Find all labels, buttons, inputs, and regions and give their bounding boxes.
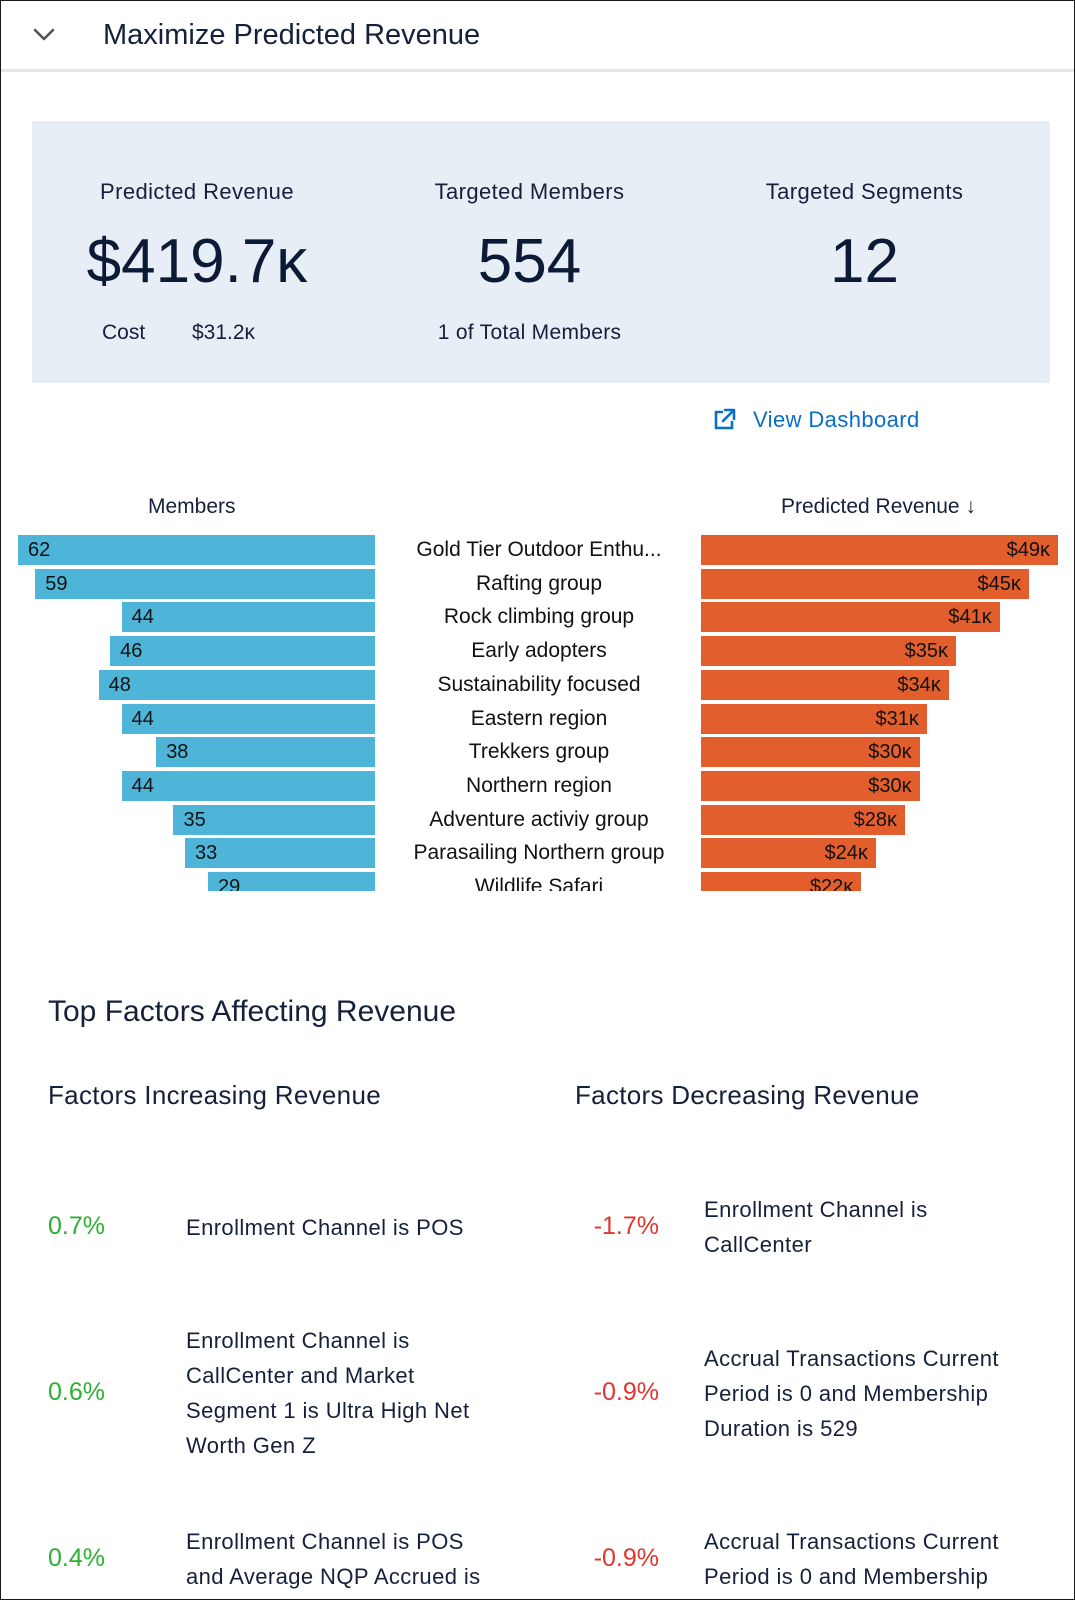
kpi-label: Targeted Segments <box>765 179 964 204</box>
revenue-bar[interactable] <box>701 669 949 700</box>
revenue-bar[interactable] <box>701 636 956 667</box>
revenue-value-label: $45ᴋ <box>977 572 1021 595</box>
revenue-bar[interactable] <box>701 804 905 835</box>
decrease-factor-text: Enrollment Channel is CallCenter <box>704 1197 928 1257</box>
segment-label: Northern region <box>466 773 612 797</box>
members-bar[interactable] <box>184 838 375 869</box>
revenue-value-label: $41ᴋ <box>948 606 992 629</box>
segment-label: Rock climbing group <box>443 605 635 629</box>
segment-label: Adventure activiy group <box>429 807 649 831</box>
external-link-icon <box>714 408 736 430</box>
decrease-percent: -1.7% <box>593 1212 659 1240</box>
cost-label: Cost <box>102 321 146 344</box>
increase-percent: 0.4% <box>48 1544 105 1572</box>
revenue-value-label: $28ᴋ <box>853 808 897 831</box>
segment-label: Sustainability focused <box>437 672 641 696</box>
revenue-value-label: $22ᴋ <box>809 876 854 891</box>
increase-percent: 0.6% <box>48 1378 105 1406</box>
decrease-percent: -0.9% <box>593 1544 659 1572</box>
revenue-bar[interactable] <box>701 838 876 869</box>
segment-label: Parasailing Northern group <box>413 841 665 865</box>
revenue-column-title[interactable]: Predicted Revenue ↓ <box>781 495 976 518</box>
segment-label: Early adopters <box>471 639 607 663</box>
decrease-percent: -0.9% <box>593 1378 659 1406</box>
increasing-factors-heading: Factors Increasing Revenue <box>48 1080 381 1110</box>
members-bar[interactable] <box>18 535 375 565</box>
cost-value: $31.2ᴋ <box>192 321 256 344</box>
revenue-value-label: $49ᴋ <box>1006 539 1050 561</box>
decreasing-factors-heading: Factors Decreasing Revenue <box>575 1080 920 1110</box>
segment-label: Wildlife Safari <box>474 875 604 891</box>
segment-label: Trekkers group <box>468 740 610 764</box>
segment-label: Rafting group <box>475 571 603 595</box>
members-bar[interactable] <box>156 737 375 768</box>
kpi-summary: Predicted Revenue $419.7ᴋ Cost $31.2ᴋ Ta… <box>32 121 1050 383</box>
members-value-label: 35 <box>183 808 206 831</box>
members-column-title: Members <box>148 495 236 518</box>
members-bar[interactable] <box>110 636 375 667</box>
increase-percent: 0.7% <box>48 1212 105 1240</box>
revenue-bar[interactable] <box>701 737 920 768</box>
members-bar[interactable] <box>208 872 375 891</box>
kpi-targeted-members: Targeted Members 554 1 of Total Members <box>362 121 697 383</box>
kpi-subtext: 1 of Total Members <box>437 321 622 344</box>
kpi-targeted-segments: Targeted Segments 12 <box>697 121 1032 383</box>
members-bar[interactable] <box>173 804 375 835</box>
increase-factor-text: Enrollment Channel is CallCenter and Mark… <box>186 1328 470 1458</box>
revenue-value-label: $31ᴋ <box>875 707 919 730</box>
revenue-bar[interactable] <box>701 872 862 891</box>
members-value-label: 46 <box>120 640 143 663</box>
revenue-value-label: $35ᴋ <box>904 640 948 663</box>
factors-title: Top Factors Affecting Revenue <box>48 995 457 1028</box>
members-value-label: 33 <box>194 842 218 865</box>
view-dashboard-link[interactable]: View Dashboard <box>711 405 920 435</box>
kpi-value: 554 <box>477 227 582 296</box>
members-value-label: 44 <box>131 707 154 730</box>
revenue-bar[interactable] <box>701 568 1029 599</box>
revenue-value-label: $34ᴋ <box>897 673 941 696</box>
members-bar[interactable] <box>121 770 375 801</box>
members-value-label: 59 <box>45 572 68 595</box>
members-value-label: 44 <box>131 774 154 797</box>
revenue-bar[interactable] <box>701 535 1058 565</box>
kpi-value: 12 <box>830 227 899 296</box>
kpi-value: $419.7ᴋ <box>86 227 308 296</box>
decrease-factor-text: Accrual Transactions Current Period is 0 … <box>704 1345 999 1441</box>
members-value-label: 48 <box>108 673 131 696</box>
revenue-value-label: $30ᴋ <box>868 774 912 797</box>
members-bar[interactable] <box>35 568 375 599</box>
chevron-down-icon[interactable] <box>31 25 57 45</box>
members-value-label: 62 <box>28 539 51 561</box>
segment-label: Gold Tier Outdoor Enthu... <box>416 538 662 561</box>
members-value-label: 29 <box>218 876 241 891</box>
members-bar[interactable] <box>98 669 375 700</box>
kpi-predicted-revenue: Predicted Revenue $419.7ᴋ Cost $31.2ᴋ <box>32 121 362 383</box>
segment-label: Eastern region <box>470 706 608 730</box>
revenue-bar[interactable] <box>701 602 1000 633</box>
members-bar[interactable] <box>121 703 375 734</box>
kpi-label: Targeted Members <box>434 179 625 204</box>
revenue-bar[interactable] <box>701 770 920 801</box>
panel-header: Maximize Predicted Revenue <box>1 1 1074 72</box>
members-value-label: 38 <box>166 741 189 764</box>
members-bar[interactable] <box>121 602 375 633</box>
page-title: Maximize Predicted Revenue <box>103 19 481 51</box>
segment-chart: 62 Gold Tier Outdoor Enthu... $49ᴋ 59 Raftin… <box>1 535 1074 891</box>
increase-factor-text: Enrollment Channel is POS and Average NQP… <box>186 1529 481 1589</box>
kpi-label: Predicted Revenue <box>100 179 294 204</box>
decrease-factor-text: Accrual Transactions Current Period is 0 … <box>704 1529 999 1589</box>
revenue-value-label: $30ᴋ <box>868 741 912 764</box>
revenue-value-label: $24ᴋ <box>824 842 868 865</box>
revenue-bar[interactable] <box>701 703 927 734</box>
members-value-label: 44 <box>131 606 154 629</box>
increase-factor-text: Enrollment Channel is POS <box>186 1214 464 1240</box>
view-dashboard-label: View Dashboard <box>753 407 920 432</box>
